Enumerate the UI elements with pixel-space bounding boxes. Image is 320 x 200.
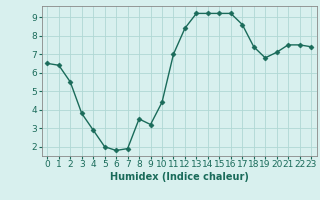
- X-axis label: Humidex (Indice chaleur): Humidex (Indice chaleur): [110, 172, 249, 182]
